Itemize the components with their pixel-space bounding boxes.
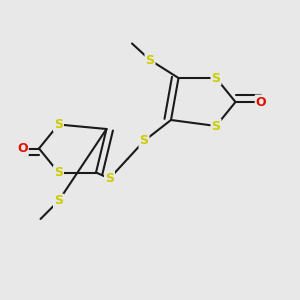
Text: S: S [54,118,63,131]
Text: S: S [140,134,148,148]
Text: O: O [17,142,28,155]
Text: S: S [212,119,220,133]
Text: O: O [256,95,266,109]
Text: S: S [54,166,63,179]
Text: S: S [105,172,114,185]
Text: S: S [54,194,63,208]
Text: S: S [146,53,154,67]
Text: S: S [212,71,220,85]
